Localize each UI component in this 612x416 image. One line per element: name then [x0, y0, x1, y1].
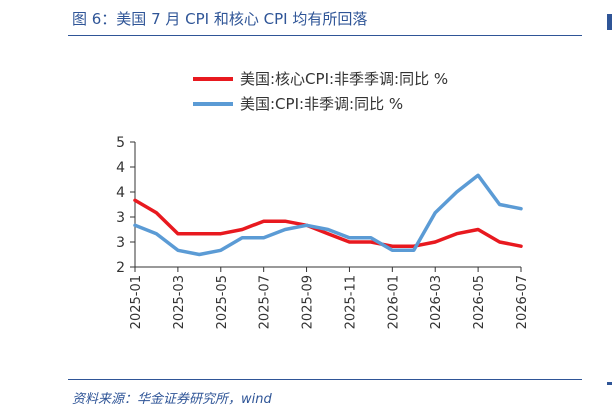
x-tick-label: 2025-01 [129, 275, 144, 329]
source-note: 资料来源：华金证券研究所，wind [72, 392, 272, 407]
figure-title: 图 6：美国 7 月 CPI 和核心 CPI 均有所回落 [72, 10, 368, 28]
x-tick-label: 2026-05 [472, 275, 487, 329]
y-tick-label: 3 [116, 235, 125, 251]
edge-mark-top [607, 14, 612, 30]
source-rule [68, 379, 582, 380]
y-tick-label: 3 [116, 210, 125, 226]
y-tick-label: 4 [116, 160, 125, 176]
x-tick-label: 2025-03 [172, 275, 187, 329]
axes: 2 3 3 4 4 5 2025-01 2025-03 2025-05 2025-07 2025-0… [116, 135, 530, 329]
x-tick-label: 2026-07 [515, 275, 530, 329]
legend-label-1: 美国:CPI:非季调:同比 % [240, 95, 403, 113]
series-line-0 [133, 198, 523, 248]
y-tick-label: 5 [116, 135, 125, 151]
y-tick-label: 4 [116, 185, 125, 201]
title-rule [68, 35, 582, 36]
series-line-1 [133, 173, 523, 257]
y-tick-label: 2 [116, 260, 125, 276]
x-tick-label: 2025-05 [215, 275, 230, 329]
x-tick-label: 2025-09 [301, 275, 316, 329]
legend-label-0: 美国:核心CPI:非季季调:同比 % [240, 70, 448, 88]
edge-mark-bottom [607, 382, 612, 385]
x-tick-label: 2026-03 [429, 275, 444, 329]
series-layer [133, 173, 523, 257]
legend: 美国:核心CPI:非季季调:同比 % 美国:CPI:非季调:同比 % [193, 70, 448, 113]
x-tick-label: 2025-11 [343, 275, 358, 329]
x-tick-label: 2025-07 [258, 275, 273, 329]
x-tick-label: 2026-01 [386, 275, 401, 329]
